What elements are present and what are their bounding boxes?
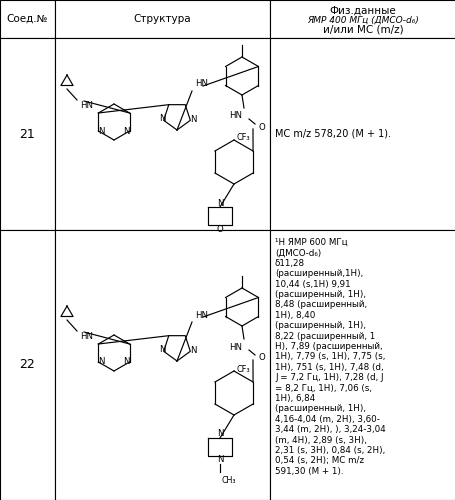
Text: N: N	[190, 115, 196, 124]
Text: Структура: Структура	[133, 14, 191, 24]
Text: Физ.данные: Физ.данные	[329, 6, 395, 16]
Bar	[269, 0, 455, 38]
Bar	[55, 38, 269, 230]
Text: N: N	[123, 126, 130, 136]
Text: N: N	[123, 358, 130, 366]
Text: 22: 22	[20, 358, 35, 372]
Bar	[0, 38, 55, 230]
Text: Соед.№: Соед.№	[7, 14, 48, 24]
Text: O: O	[258, 354, 265, 362]
Text: МС m/z 578,20 (М + 1).: МС m/z 578,20 (М + 1).	[274, 129, 390, 139]
Text: 21: 21	[20, 128, 35, 140]
Text: ¹H ЯМР 600 МГц
(ДМСО-d₆)
δ11,28
(расширенный,1Н),
10,44 (s,1Н) 9,91
(расширенный: ¹H ЯМР 600 МГц (ДМСО-d₆) δ11,28 (расшире…	[274, 238, 385, 476]
Bar	[269, 38, 455, 230]
Text: и/или МС (m/z): и/или МС (m/z)	[322, 24, 402, 34]
Text: CF₃: CF₃	[237, 364, 250, 374]
Text: HN: HN	[80, 101, 93, 110]
Text: N: N	[216, 198, 223, 207]
Text: HN: HN	[228, 342, 242, 351]
Text: N: N	[159, 345, 166, 354]
Text: HN: HN	[80, 332, 93, 341]
Text: N: N	[216, 454, 223, 464]
Text: CF₃: CF₃	[237, 134, 250, 142]
Bar	[55, 0, 269, 38]
Text: HN: HN	[228, 112, 242, 120]
Bar	[0, 230, 55, 500]
Bar	[0, 0, 55, 38]
Text: CH₃: CH₃	[222, 476, 236, 485]
Text: ЯМР 400 МГц (ДМСО-d₆): ЯМР 400 МГц (ДМСО-d₆)	[306, 16, 418, 24]
Text: N: N	[159, 114, 166, 123]
Text: N: N	[216, 430, 223, 438]
Text: HN: HN	[195, 80, 207, 88]
Bar	[269, 230, 455, 500]
Text: O: O	[216, 226, 223, 234]
Text: O: O	[258, 122, 265, 132]
Text: N: N	[98, 126, 105, 136]
Text: N: N	[98, 358, 105, 366]
Text: N: N	[190, 346, 196, 355]
Bar	[55, 230, 269, 500]
Text: HN: HN	[195, 310, 207, 320]
